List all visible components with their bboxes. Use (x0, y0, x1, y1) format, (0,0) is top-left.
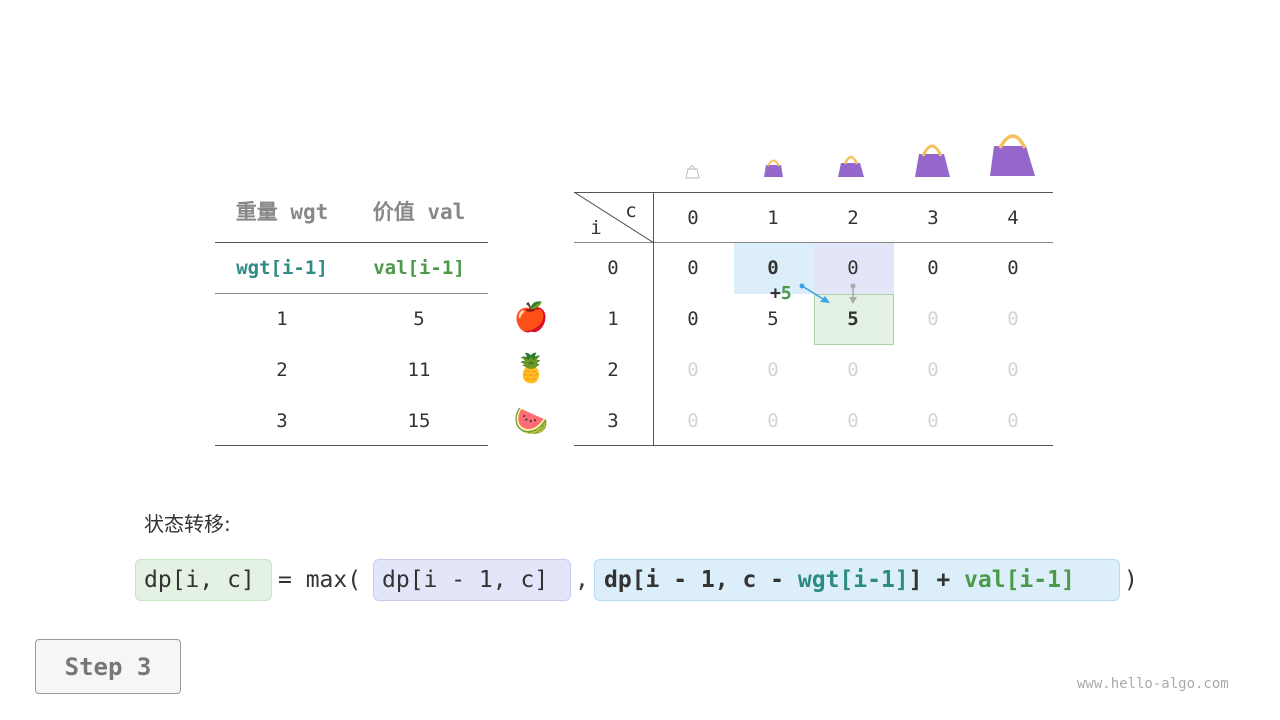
divider (215, 293, 488, 294)
dp-cell: 0 (687, 410, 699, 432)
dp-cell: 0 (767, 410, 779, 432)
header-weight: 重量 wgt (235, 200, 329, 224)
dp-cell: 0 (927, 359, 939, 381)
row-label: 1 (607, 308, 619, 330)
wgt-cell: 2 (276, 359, 288, 381)
bag-icon-2 (838, 155, 864, 177)
apple-icon: 🍎 (513, 300, 549, 334)
dp-cell: 0 (1007, 359, 1019, 381)
divider (574, 445, 1053, 446)
formula-comma: , (575, 567, 589, 593)
pineapple-icon: 🍍 (513, 351, 549, 385)
dp-cell: 0 (927, 257, 939, 279)
formula-close: ) (1124, 567, 1138, 593)
capacity-header: 3 (927, 207, 939, 229)
dp-cell: 5 (847, 308, 859, 330)
dp-cell: 0 (687, 359, 699, 381)
row-label: 3 (607, 410, 619, 432)
dp-cell: 0 (927, 308, 939, 330)
take-box (594, 559, 1120, 601)
dp-cell: 0 (687, 308, 699, 330)
dp-cell: 0 (847, 410, 859, 432)
bag-icon-1 (764, 159, 783, 177)
skip-arrow (849, 283, 857, 304)
divider (215, 445, 488, 446)
formula-max: = max( (278, 567, 362, 593)
corner-diagonal (574, 192, 654, 243)
wgt-cell: 3 (276, 410, 288, 432)
wgt-cell: 1 (276, 308, 288, 330)
dp-cell: 0 (767, 359, 779, 381)
bag-icon-3 (915, 144, 950, 177)
capacity-header: 1 (767, 207, 779, 229)
formula-take: dp[i - 1, c - wgt[i-1]] + val[i-1] (604, 567, 1075, 593)
dp-cell: 0 (687, 257, 699, 279)
dp-cell: 0 (847, 359, 859, 381)
divider (574, 192, 1053, 193)
formula-label: 状态转移: (144, 512, 231, 536)
val-cell: 5 (413, 308, 425, 330)
formula-skip: dp[i - 1, c] (382, 567, 549, 593)
skip-box (373, 559, 571, 601)
divider (574, 242, 1053, 243)
divider (653, 192, 654, 446)
subheader-val: val[i-1] (373, 257, 465, 279)
lhs-box (135, 559, 272, 601)
dp-cell: 0 (847, 257, 859, 279)
val-cell: 15 (407, 410, 431, 432)
row-label: 2 (607, 359, 619, 381)
dp-cell: 5 (767, 308, 779, 330)
formula-lhs: dp[i, c] (144, 567, 255, 593)
capacity-header: 0 (687, 207, 699, 229)
corner-c: c (625, 200, 637, 222)
dp-cell: 0 (927, 410, 939, 432)
dp-cell: 0 (1007, 308, 1019, 330)
val-cell: 11 (407, 359, 431, 381)
value-gain-label: +5 (770, 283, 792, 304)
capacity-header: 4 (1007, 207, 1019, 229)
corner-i: i (590, 217, 602, 239)
bag-icons (685, 134, 1035, 179)
step-button[interactable]: Step 3 (35, 639, 181, 694)
dp-cell: 0 (1007, 410, 1019, 432)
capacity-header: 2 (847, 207, 859, 229)
empty-bag-icon (685, 165, 700, 179)
watermelon-icon: 🍉 (513, 404, 549, 438)
transition-arrows (799, 283, 857, 304)
divider (215, 242, 488, 243)
row-label: 0 (607, 257, 619, 279)
bag-icon-4 (990, 134, 1035, 176)
take-arrow (799, 283, 830, 303)
header-value: 价值 val (372, 200, 466, 224)
dp-cell: 0 (767, 257, 779, 279)
dp-cell: 0 (1007, 257, 1019, 279)
subheader-wgt: wgt[i-1] (236, 257, 328, 279)
watermark: www.hello-algo.com (1077, 676, 1229, 692)
